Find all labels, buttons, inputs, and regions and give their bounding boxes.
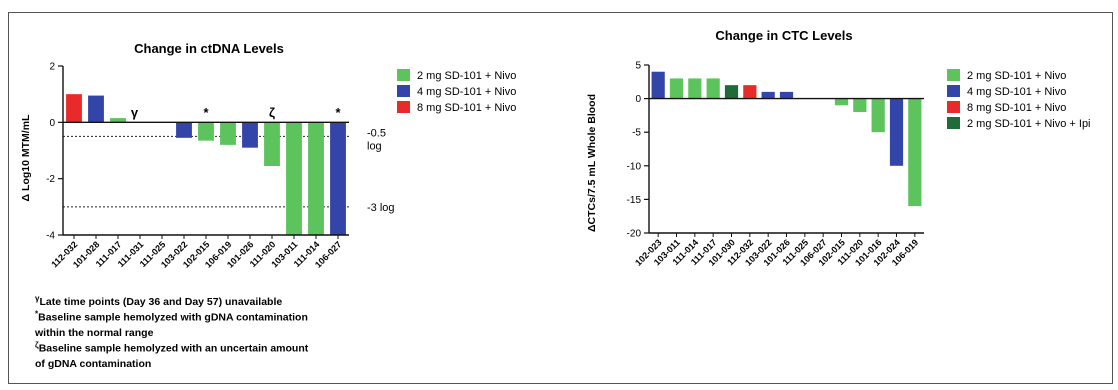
footnote-text: Baseline sample hemolyzed with an uncert… xyxy=(39,343,309,355)
y-tick-label: -10 xyxy=(627,161,642,172)
y-tick-label: -5 xyxy=(632,128,641,139)
bar-106-019 xyxy=(908,98,922,207)
y-tick-label: 2 xyxy=(49,62,55,73)
bar-103-011 xyxy=(669,78,684,99)
reference-line-label: -3 log xyxy=(367,202,395,214)
ctdna-axes xyxy=(62,66,349,236)
footnote-symbol: * xyxy=(35,310,39,319)
bar-103-022 xyxy=(761,91,775,99)
y-tick-label: 0 xyxy=(49,118,55,129)
figure-canvas: Change in ctDNA Levels Δ Log10 MTM/mL 2 0… xyxy=(20,28,1091,370)
ctdna-category-labels: 112-032101-028111-017111-031111-025103-0… xyxy=(49,235,343,270)
bar-101-028 xyxy=(88,95,104,123)
ctc-bars xyxy=(651,71,922,207)
bar-112-032 xyxy=(66,94,82,123)
figure-frame: Change in ctDNA Levels Δ Log10 MTM/mL 2 0… xyxy=(8,12,1113,384)
footnote-symbol: γ xyxy=(35,294,40,303)
legend-label: 2 mg SD-101 + Nivo + Ipi xyxy=(967,118,1091,130)
bar-106-019 xyxy=(220,122,236,145)
bar-106-027 xyxy=(330,122,346,235)
legend-swatch xyxy=(947,101,960,113)
bar-111-020 xyxy=(853,98,867,113)
legend-swatch xyxy=(397,101,410,113)
legend-swatch xyxy=(397,69,410,81)
ctdna-markers: γ * ζ * xyxy=(131,105,342,120)
ctdna-y-axis-label: Δ Log10 MTM/mL xyxy=(20,114,32,201)
footnote-line: of gDNA contamination xyxy=(35,358,151,370)
legend-label: 8 mg SD-101 + Nivo xyxy=(417,102,516,114)
ctc-chart: Change in CTC Levels ΔCTCs/7.5 mL Whole … xyxy=(586,28,1091,268)
bar-111-014 xyxy=(308,122,324,235)
legend-swatch xyxy=(947,69,960,81)
y-tick-label: 5 xyxy=(635,61,641,72)
footnote-line: *Baseline sample hemolyzed with gDNA con… xyxy=(35,310,308,324)
y-tick-label: 0 xyxy=(635,94,641,105)
legend-label: 4 mg SD-101 + Nivo xyxy=(417,86,516,98)
bar-annotation-marker: * xyxy=(203,105,209,120)
y-tick-label: -2 xyxy=(46,174,55,185)
footnote-symbol: ζ xyxy=(35,341,39,350)
reference-line-label: -0.5 xyxy=(367,127,386,139)
ctdna-legend: 2 mg SD-101 + Nivo 4 mg SD-101 + Nivo 8 mg… xyxy=(397,69,516,114)
legend-swatch xyxy=(397,85,410,97)
bar-111-017 xyxy=(706,78,720,99)
legend-swatch xyxy=(947,117,960,129)
ctc-y-axis-label: ΔCTCs/7.5 mL Whole Blood xyxy=(586,94,598,232)
footnotes: γLate time points (Day 36 and Day 57) un… xyxy=(34,294,309,370)
bar-102-024 xyxy=(889,98,904,166)
ctc-category-labels: 102-023103-011111-014111-017101-030112-0… xyxy=(633,233,920,268)
ctc-y-ticks: 5 0 -5 -10 -15 -20 xyxy=(627,61,649,240)
bar-101-026 xyxy=(242,122,258,148)
ctc-chart-title: Change in CTC Levels xyxy=(715,28,852,43)
bar-101-026 xyxy=(779,91,794,99)
ctdna-chart-title: Change in ctDNA Levels xyxy=(134,41,284,56)
legend-label: 8 mg SD-101 + Nivo xyxy=(967,102,1066,114)
bar-102-015 xyxy=(198,122,214,141)
footnote-line: within the normal range xyxy=(34,327,154,339)
bar-annotation-marker: * xyxy=(335,105,341,120)
bar-102-015 xyxy=(834,98,849,106)
y-tick-label: -4 xyxy=(46,231,55,242)
footnote-line: ζBaseline sample hemolyzed with an uncer… xyxy=(35,341,309,355)
ctc-legend: 2 mg SD-101 + Nivo 4 mg SD-101 + Nivo 8 mg… xyxy=(947,69,1091,130)
bar-103-022 xyxy=(176,122,192,138)
legend-swatch xyxy=(947,85,960,97)
bar-annotation-marker: γ xyxy=(131,105,139,120)
footnote-text: Baseline sample hemolyzed with gDNA cont… xyxy=(38,312,308,324)
ctdna-bars xyxy=(66,94,346,235)
bar-111-014 xyxy=(688,78,702,99)
bar-101-016 xyxy=(871,98,885,133)
bar-112-032 xyxy=(743,85,757,99)
bar-101-030 xyxy=(724,85,739,99)
footnote-line: γLate time points (Day 36 and Day 57) un… xyxy=(35,294,282,308)
bar-102-023 xyxy=(651,71,665,99)
y-tick-label: -20 xyxy=(627,229,642,240)
bar-annotation-marker: ζ xyxy=(269,105,275,120)
legend-label: 4 mg SD-101 + Nivo xyxy=(967,86,1066,98)
bar-103-011 xyxy=(286,122,302,235)
ctdna-chart: Change in ctDNA Levels Δ Log10 MTM/mL 2 0… xyxy=(20,41,516,270)
legend-label: 2 mg SD-101 + Nivo xyxy=(967,70,1066,82)
bar-111-017 xyxy=(110,118,126,123)
reference-line-label-unit: log xyxy=(367,140,382,152)
y-tick-label: -15 xyxy=(627,195,642,206)
footnote-text: Late time points (Day 36 and Day 57) una… xyxy=(39,296,282,308)
legend-label: 2 mg SD-101 + Nivo xyxy=(417,70,516,82)
ctdna-y-ticks: 2 0 -2 -4 xyxy=(46,62,63,242)
bar-111-020 xyxy=(264,122,280,166)
